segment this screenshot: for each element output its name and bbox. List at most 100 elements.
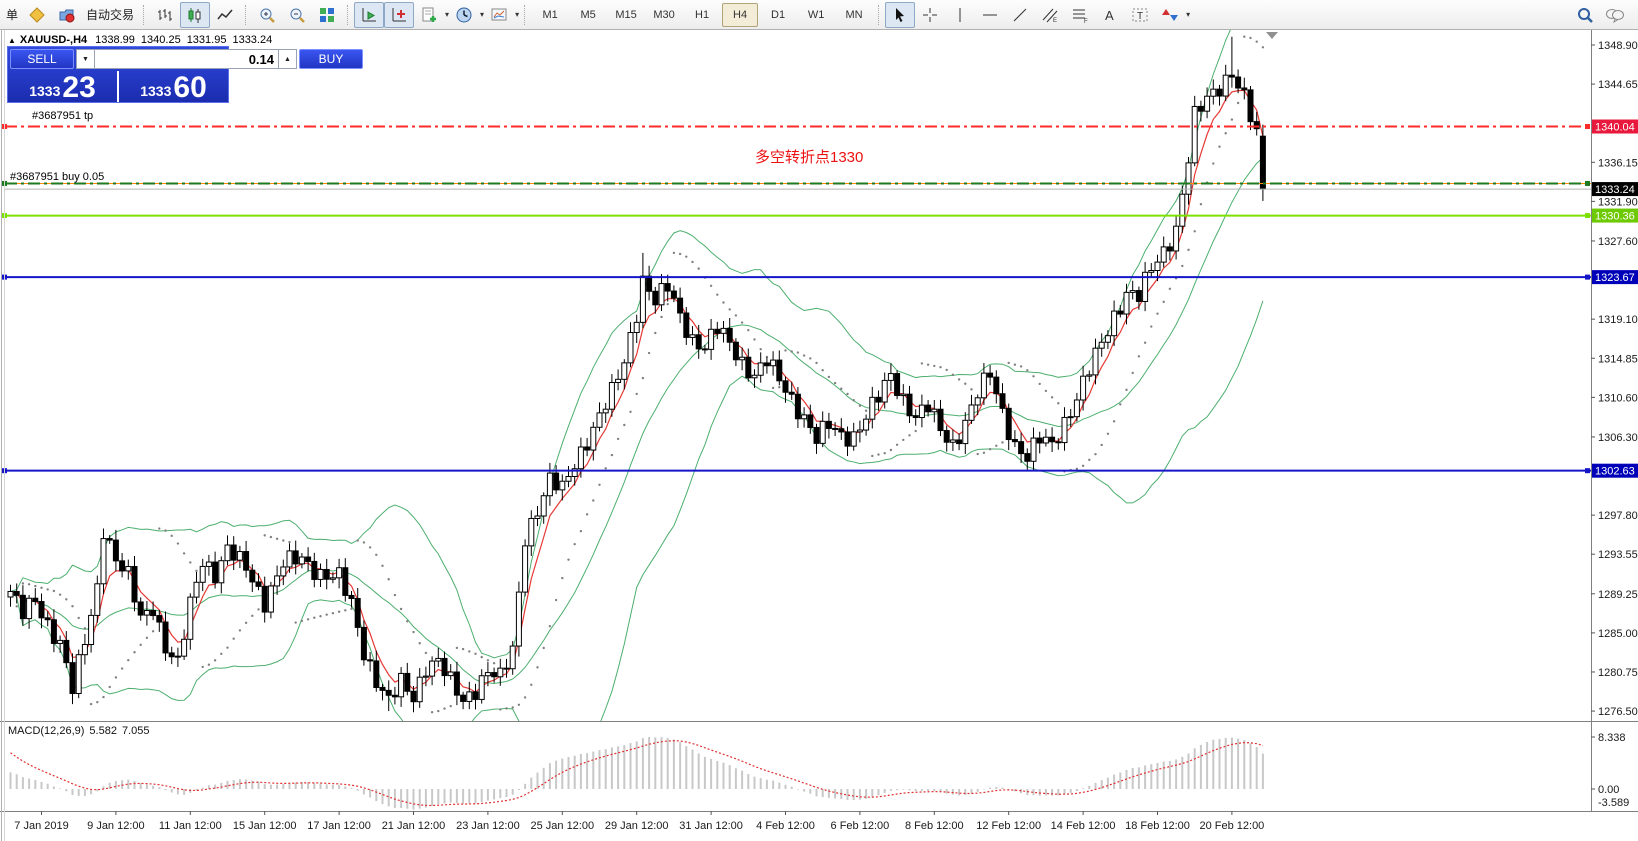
chart-text-annotation[interactable]: 多空转折点1330 bbox=[755, 149, 864, 166]
chat-icon[interactable] bbox=[1600, 2, 1630, 28]
candle-body bbox=[1011, 439, 1018, 443]
hline-1302-handle[interactable] bbox=[1585, 468, 1590, 474]
candle-body bbox=[962, 419, 969, 445]
lot-decrease-button[interactable]: ▼ bbox=[76, 49, 95, 69]
buy-price-button[interactable]: 1333 60 bbox=[119, 71, 228, 104]
cursor-icon[interactable] bbox=[885, 1, 916, 28]
timeframe-d1[interactable]: D1 bbox=[771, 8, 786, 21]
candlestick-icon[interactable] bbox=[180, 1, 211, 28]
indicators-icon[interactable] bbox=[414, 2, 444, 28]
candle-body bbox=[1117, 310, 1124, 315]
candle-body bbox=[770, 359, 777, 367]
crosshair-icon[interactable] bbox=[915, 2, 945, 28]
candle-body bbox=[174, 655, 181, 658]
equidistant-channel-icon[interactable]: E bbox=[1035, 2, 1065, 28]
line-chart-icon[interactable] bbox=[210, 2, 240, 28]
bar-chart-icon[interactable] bbox=[150, 2, 180, 28]
candle-body bbox=[57, 639, 64, 644]
periods-caret[interactable]: ▾ bbox=[480, 10, 485, 19]
sell-price-button[interactable]: 1333 23 bbox=[8, 71, 117, 103]
tp-line-handle[interactable] bbox=[1585, 124, 1590, 130]
auto-scroll-icon[interactable] bbox=[354, 1, 385, 28]
new-order-button[interactable]: 单 bbox=[6, 8, 19, 22]
hline-1323-handle[interactable] bbox=[1585, 274, 1590, 280]
sar-dot bbox=[368, 546, 372, 549]
candle-body bbox=[13, 590, 20, 596]
text-label-icon[interactable]: T bbox=[1125, 2, 1155, 28]
sell-button[interactable]: SELL bbox=[10, 49, 74, 69]
timeframe-h4[interactable]: H4 bbox=[722, 2, 759, 27]
sar-dot bbox=[530, 683, 533, 686]
timeframe-m5[interactable]: M5 bbox=[580, 8, 596, 21]
sar-dot bbox=[902, 438, 905, 442]
candle-body bbox=[106, 538, 113, 541]
candle-body bbox=[1235, 76, 1242, 89]
tile-windows-icon[interactable] bbox=[312, 2, 342, 28]
price-axis-label: 1348.90 bbox=[1598, 40, 1638, 52]
indicators-caret[interactable]: ▾ bbox=[445, 10, 450, 19]
zoom-out-icon[interactable] bbox=[282, 2, 312, 28]
macd-pane bbox=[9, 737, 1264, 810]
timeframe-m15[interactable]: M15 bbox=[615, 8, 637, 21]
chart-shift-marker[interactable] bbox=[1266, 32, 1278, 39]
candle-body bbox=[503, 667, 510, 670]
trendline-icon[interactable] bbox=[1005, 2, 1035, 28]
history-icon[interactable] bbox=[22, 2, 52, 28]
buy-order-label[interactable]: #3687951 buy 0.05 bbox=[10, 171, 105, 183]
timeframe-m1[interactable]: M1 bbox=[542, 8, 558, 21]
lot-size-input[interactable] bbox=[95, 49, 278, 69]
hline-1330-handle[interactable] bbox=[1585, 213, 1590, 219]
candle-body bbox=[658, 283, 665, 306]
timeframe-h1[interactable]: H1 bbox=[695, 8, 710, 21]
tp-order-label[interactable]: #3687951 tp bbox=[32, 110, 94, 122]
sar-dot bbox=[337, 610, 341, 613]
sar-dot bbox=[716, 293, 719, 296]
zoom-in-icon[interactable] bbox=[252, 2, 282, 28]
sar-dot bbox=[455, 646, 459, 650]
fibonacci-icon[interactable]: F bbox=[1065, 2, 1095, 28]
price-axis-label: 1310.60 bbox=[1598, 392, 1638, 404]
sar-dot bbox=[759, 347, 762, 351]
collapse-triangle-icon[interactable]: ▲ bbox=[8, 36, 16, 45]
vertical-line-icon[interactable] bbox=[945, 2, 975, 28]
timeframe-w1[interactable]: W1 bbox=[807, 8, 825, 21]
buy-line-handle[interactable] bbox=[1585, 180, 1590, 186]
candle-body bbox=[1098, 341, 1105, 349]
timeframe-mn[interactable]: MN bbox=[845, 8, 863, 21]
candle-body bbox=[1216, 88, 1223, 97]
sar-dot bbox=[52, 589, 56, 593]
horizontal-line-icon[interactable] bbox=[975, 2, 1005, 28]
candle-body bbox=[881, 379, 888, 403]
candle-body bbox=[838, 428, 845, 433]
arrows-tool-icon[interactable] bbox=[1155, 2, 1185, 28]
buy-price-minor: 60 bbox=[173, 71, 207, 104]
arrows-caret[interactable]: ▾ bbox=[1186, 10, 1191, 19]
timeframe-m30[interactable]: M30 bbox=[653, 8, 675, 21]
periods-icon[interactable] bbox=[449, 2, 479, 28]
candle-body bbox=[1210, 88, 1217, 97]
autotrading-button[interactable]: 自动交易 bbox=[86, 8, 135, 22]
chart-shift-icon[interactable] bbox=[384, 1, 415, 28]
buy-button[interactable]: BUY bbox=[299, 49, 363, 69]
candle-body bbox=[553, 472, 560, 491]
candle-body bbox=[168, 652, 175, 658]
search-icon[interactable] bbox=[1570, 2, 1600, 28]
candle-body bbox=[193, 581, 200, 598]
autotrading-icon[interactable] bbox=[52, 2, 82, 28]
sar-dot bbox=[536, 666, 539, 669]
candle-body bbox=[422, 675, 429, 678]
time-axis-label: 9 Jan 12:00 bbox=[87, 820, 145, 832]
sar-dot bbox=[1112, 420, 1116, 423]
price-axis-label: 1327.60 bbox=[1598, 236, 1638, 248]
sar-dot bbox=[1261, 46, 1265, 49]
sar-dot bbox=[182, 552, 186, 555]
sar-dot bbox=[1236, 101, 1240, 105]
sar-dot bbox=[722, 301, 725, 304]
text-icon[interactable]: A bbox=[1095, 2, 1125, 28]
sar-dot bbox=[790, 350, 793, 353]
lot-increase-button[interactable]: ▲ bbox=[278, 49, 297, 69]
templates-caret[interactable]: ▾ bbox=[515, 10, 520, 19]
templates-icon[interactable] bbox=[484, 2, 514, 28]
sar-dot bbox=[964, 382, 967, 385]
